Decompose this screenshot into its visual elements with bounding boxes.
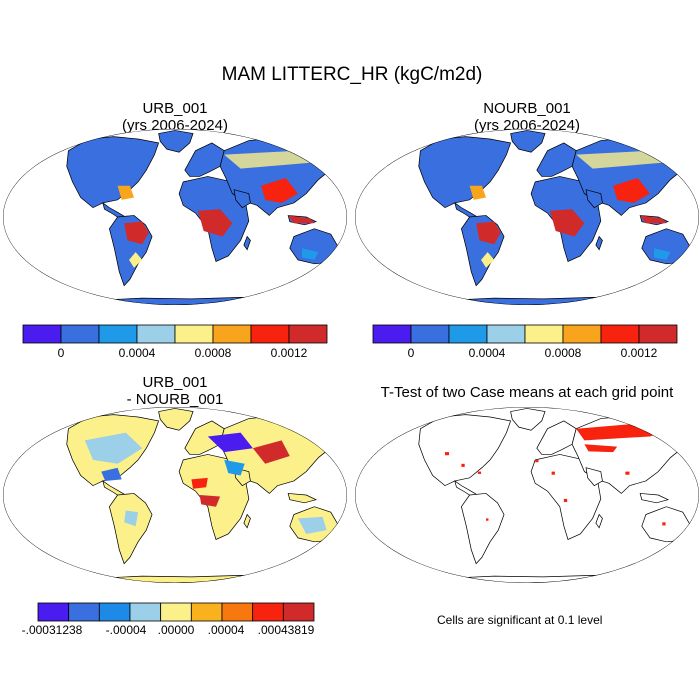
colorbar-nourb-swatch-3 bbox=[486, 324, 526, 344]
colorbar-difference-swatch-3 bbox=[129, 602, 162, 622]
colorbar-difference-swatch-2 bbox=[98, 602, 131, 622]
colorbar-diff-tick-0: -.00031238 bbox=[21, 623, 83, 637]
colorbar-urb-swatch-5 bbox=[212, 324, 252, 344]
panel-title-diff: URB_001 - NOURB_001 bbox=[127, 374, 224, 408]
figure-title: MAM LITTERC_HR (kgC/m2d) bbox=[221, 64, 483, 85]
map-urb bbox=[3, 129, 347, 305]
colorbar-diff-tick-3: .00004 bbox=[207, 623, 245, 637]
colorbar-nourb bbox=[372, 324, 678, 344]
panel-title-ttest: T-Test of two Case means at each grid po… bbox=[380, 384, 674, 401]
colorbar-difference-swatch-6 bbox=[221, 602, 254, 622]
colorbar-diff-tick-1: -.00004 bbox=[105, 623, 147, 637]
colorbar-difference-swatch-7 bbox=[252, 602, 284, 622]
colorbar-nourb-swatch-1 bbox=[410, 324, 450, 344]
panel-title-nourb-line2: (yrs 2006-2024) bbox=[474, 117, 580, 134]
significance-note: Cells are significant at 0.1 level bbox=[437, 613, 603, 627]
colorbar-urb-tick-0: 0 bbox=[57, 346, 65, 360]
colorbar-urb-swatch-2 bbox=[98, 324, 138, 344]
colorbar-difference-swatch-1 bbox=[68, 602, 100, 622]
panel-title-urb: URB_001 (yrs 2006-2024) bbox=[122, 100, 228, 134]
panel-title-nourb-line1: NOURB_001 bbox=[483, 100, 571, 117]
colorbar-nourb-swatch-4 bbox=[524, 324, 564, 344]
colorbar-difference-swatch-4 bbox=[160, 602, 192, 622]
colorbar-urb-tick-1: 0.0004 bbox=[118, 346, 156, 360]
colorbar-diff-tick-4: .00043819 bbox=[257, 623, 315, 637]
colorbar-nourb-tick-3: 0.0012 bbox=[620, 346, 658, 360]
colorbar-diff-tick-2: .00000 bbox=[157, 623, 195, 637]
colorbar-difference-swatch-0 bbox=[37, 602, 70, 622]
colorbar-nourb-swatch-6 bbox=[600, 324, 640, 344]
panel-title-diff-line2: - NOURB_001 bbox=[126, 391, 224, 408]
panel-title-urb-line1: URB_001 bbox=[142, 100, 208, 117]
panel-title-urb-line2: (yrs 2006-2024) bbox=[122, 117, 228, 134]
colorbar-urb-tick-2: 0.0008 bbox=[194, 346, 232, 360]
map-nourb bbox=[355, 129, 699, 305]
panel-title-diff-line1: URB_001 bbox=[142, 374, 208, 391]
colorbar-urb-swatch-1 bbox=[60, 324, 100, 344]
colorbar-difference-swatch-5 bbox=[190, 602, 223, 622]
colorbar-nourb-tick-0: 0 bbox=[407, 346, 415, 360]
colorbar-difference bbox=[37, 602, 315, 622]
colorbar-urb-swatch-4 bbox=[174, 324, 214, 344]
colorbar-difference-swatch-8 bbox=[282, 602, 315, 622]
colorbar-urb-swatch-7 bbox=[288, 324, 328, 344]
map-ttest bbox=[355, 407, 699, 583]
colorbar-nourb-swatch-0 bbox=[372, 324, 412, 344]
map-difference bbox=[3, 407, 347, 583]
colorbar-nourb-swatch-5 bbox=[562, 324, 602, 344]
colorbar-urb bbox=[22, 324, 328, 344]
colorbar-nourb-swatch-7 bbox=[638, 324, 678, 344]
colorbar-urb-swatch-0 bbox=[22, 324, 62, 344]
colorbar-nourb-swatch-2 bbox=[448, 324, 488, 344]
colorbar-urb-tick-3: 0.0012 bbox=[270, 346, 308, 360]
colorbar-nourb-tick-2: 0.0008 bbox=[544, 346, 582, 360]
colorbar-urb-swatch-3 bbox=[136, 324, 176, 344]
panel-title-nourb: NOURB_001 (yrs 2006-2024) bbox=[474, 100, 580, 134]
colorbar-nourb-tick-1: 0.0004 bbox=[468, 346, 506, 360]
colorbar-urb-swatch-6 bbox=[250, 324, 290, 344]
